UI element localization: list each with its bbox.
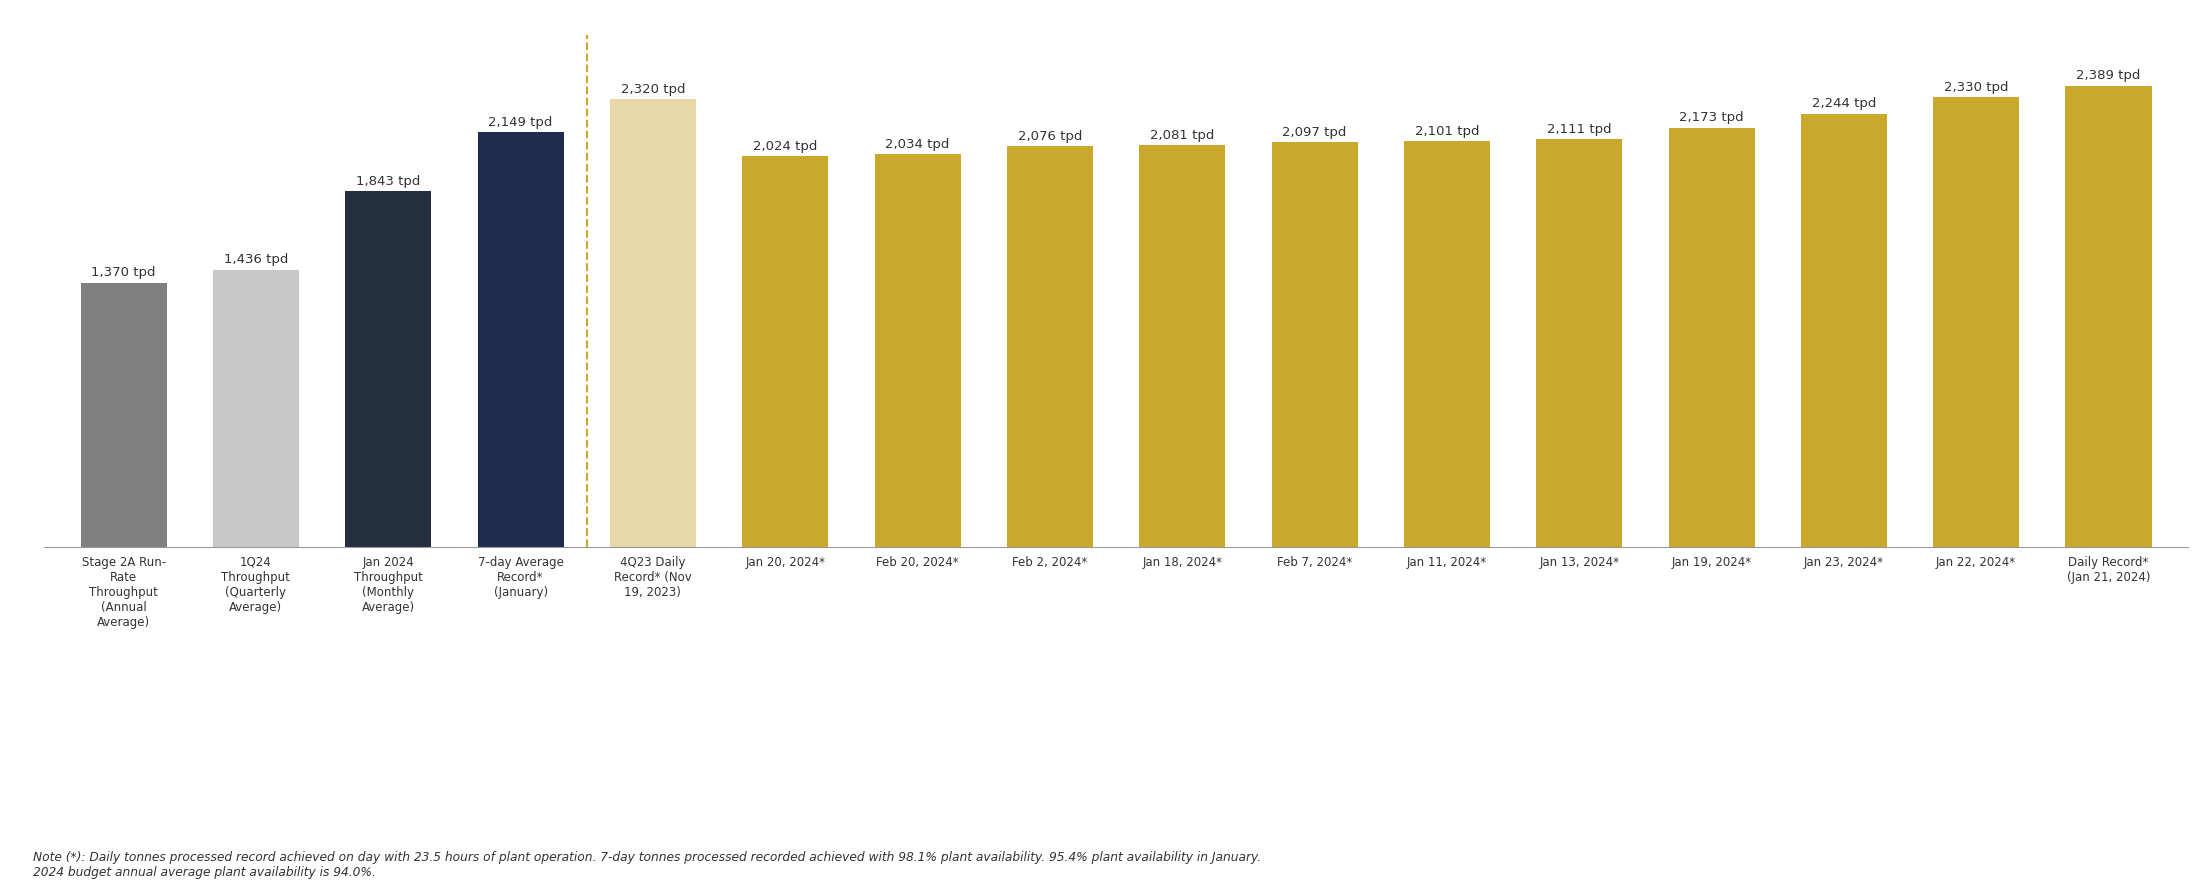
Text: 2,149 tpd: 2,149 tpd <box>488 116 552 129</box>
Text: 2,101 tpd: 2,101 tpd <box>1414 125 1478 138</box>
Text: Note (*): Daily tonnes processed record achieved on day with 23.5 hours of plant: Note (*): Daily tonnes processed record … <box>33 850 1262 879</box>
Bar <box>1008 147 1094 547</box>
Bar <box>1801 114 1887 547</box>
Text: 2,034 tpd: 2,034 tpd <box>886 138 950 151</box>
Text: 1,843 tpd: 1,843 tpd <box>356 175 420 188</box>
Bar <box>1403 141 1490 547</box>
Text: 2,320 tpd: 2,320 tpd <box>621 83 685 95</box>
Bar <box>212 270 298 547</box>
Text: 2,330 tpd: 2,330 tpd <box>1945 80 2009 94</box>
Bar <box>1536 140 1622 547</box>
Text: 2,389 tpd: 2,389 tpd <box>2077 69 2141 82</box>
Bar <box>875 155 961 547</box>
Bar <box>1138 146 1224 547</box>
Text: 2,024 tpd: 2,024 tpd <box>754 140 818 153</box>
Bar <box>1934 97 2020 547</box>
Text: 2,081 tpd: 2,081 tpd <box>1149 129 1216 142</box>
Bar <box>1271 142 1357 547</box>
Text: 2,173 tpd: 2,173 tpd <box>1680 111 1744 124</box>
Text: 2,076 tpd: 2,076 tpd <box>1017 130 1083 143</box>
Text: 2,097 tpd: 2,097 tpd <box>1282 125 1346 139</box>
Bar <box>1669 127 1755 547</box>
Text: 1,370 tpd: 1,370 tpd <box>91 266 157 279</box>
Bar <box>610 99 696 547</box>
Bar <box>477 132 564 547</box>
Text: 2,111 tpd: 2,111 tpd <box>1547 123 1611 136</box>
Text: 2,244 tpd: 2,244 tpd <box>1812 97 1876 110</box>
Bar <box>2066 86 2153 547</box>
Bar <box>80 283 166 547</box>
Text: 1,436 tpd: 1,436 tpd <box>223 253 287 267</box>
Bar <box>743 156 829 547</box>
Bar <box>345 192 431 547</box>
